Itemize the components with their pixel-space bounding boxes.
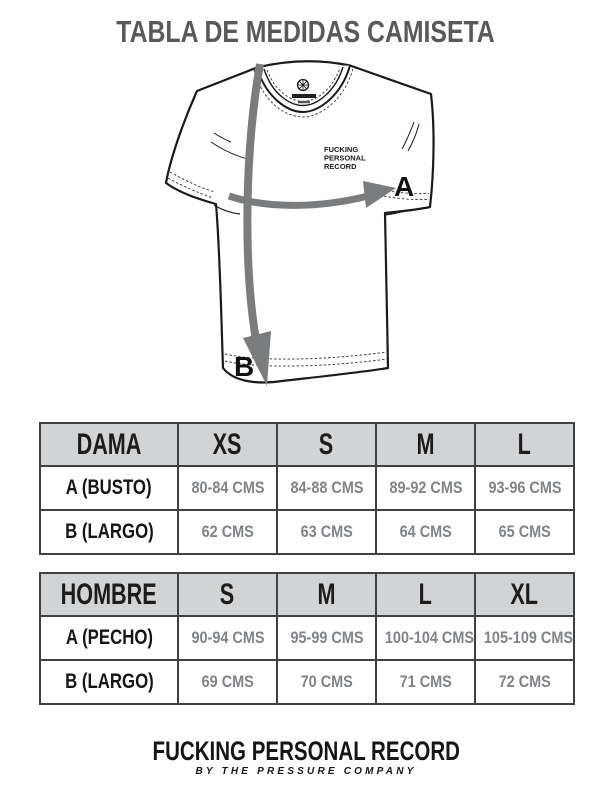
size-label: XS [213,427,242,461]
dama-size-table: DAMA XS S M L A (BUSTO) 80-84 CMS 84-88 … [39,422,575,555]
fold-lines [210,121,420,160]
measure-value: 89-92 CMS [388,478,463,497]
measure-value: 71 CMS [399,672,452,691]
chest-print-line2: PERSONAL [324,154,366,163]
table-row: A (PECHO) 90-94 CMS 95-99 CMS 100-104 CM… [39,615,575,661]
label-b: B [234,351,254,382]
measure-label: B (LARGO) [64,520,154,543]
size-header-cell: XS [177,422,278,467]
underarm-seam-left [213,204,241,215]
size-label: L [418,577,433,611]
measure-value-cell: 80-84 CMS [177,465,278,511]
measure-value-cell: 62 CMS [177,509,278,555]
measure-value: 90-94 CMS [190,628,265,647]
underarm-seam-right [384,210,405,216]
table-header-row: DAMA XS S M L [39,422,575,467]
footer-brand: FUCKING PERSONAL RECORD [0,736,612,767]
size-label: S [220,577,235,611]
measure-value-cell: 71 CMS [375,659,476,705]
footer-brand-text: FUCKING PERSONAL RECORD [152,736,460,766]
measure-value: 93-96 CMS [487,478,562,497]
measure-value: 84-88 CMS [289,478,364,497]
page-title-text: TABLA DE MEDIDAS CAMISETA [116,14,496,49]
group-header-cell: DAMA [39,422,179,467]
table-header-row: HOMBRE S M L XL [39,572,575,617]
measure-label-cell: A (PECHO) [39,615,179,661]
table-row: A (BUSTO) 80-84 CMS 84-88 CMS 89-92 CMS … [39,465,575,511]
measure-value-cell: 64 CMS [375,509,476,555]
neck-label [292,78,316,104]
chest-print: FUCKING PERSONAL RECORD [324,145,366,171]
hem-stitching [224,351,388,367]
measure-value-cell: 84-88 CMS [276,465,377,511]
chest-print-line3: RECORD [324,162,357,171]
measure-label-cell: A (BUSTO) [39,465,179,511]
group-header-cell: HOMBRE [39,572,179,617]
measure-value-cell: 63 CMS [276,509,377,555]
size-label: S [319,427,334,461]
measure-value: 65 CMS [498,522,551,541]
measure-label: A (PECHO) [65,626,153,649]
measure-value-cell: 70 CMS [276,659,377,705]
size-header-cell: M [375,422,476,467]
measure-label-cell: B (LARGO) [39,659,179,705]
measure-value: 80-84 CMS [190,478,265,497]
measure-value-cell: 100-104 CMS [375,615,476,661]
measure-label: B (LARGO) [64,670,154,693]
measure-value: 100-104 CMS [384,628,475,647]
page-title: TABLA DE MEDIDAS CAMISETA [0,14,612,50]
size-header-cell: S [177,572,278,617]
table-row: B (LARGO) 62 CMS 63 CMS 64 CMS 65 CMS [39,509,575,555]
measure-value-cell: 72 CMS [474,659,575,705]
measure-value: 69 CMS [201,672,254,691]
measure-value-cell: 65 CMS [474,509,575,555]
measure-value: 72 CMS [498,672,551,691]
measure-value-cell: 89-92 CMS [375,465,476,511]
group-label: DAMA [76,427,142,461]
sleeve-stitching [167,171,430,201]
measure-value: 64 CMS [399,522,452,541]
measure-value-cell: 69 CMS [177,659,278,705]
measure-value-cell: 95-99 CMS [276,615,377,661]
tshirt-illustration: FUCKING PERSONAL RECORD A B [164,60,435,386]
collar-stitching-outer [253,67,354,118]
measure-value-cell: 90-94 CMS [177,615,278,661]
group-label: HOMBRE [60,577,158,611]
measure-value: 70 CMS [300,672,353,691]
measurement-arrow-a [227,181,396,209]
size-label: M [317,577,336,611]
measure-label: A (BUSTO) [66,476,152,499]
size-header-cell: M [276,572,377,617]
measure-value: 105-109 CMS [483,628,574,647]
size-header-cell: XL [474,572,575,617]
size-header-cell: S [276,422,377,467]
measure-value-cell: 105-109 CMS [474,615,575,661]
measurement-arrow-b [243,63,271,386]
size-header-cell: L [375,572,476,617]
table-row: B (LARGO) 69 CMS 70 CMS 71 CMS 72 CMS [39,659,575,705]
measure-label-cell: B (LARGO) [39,509,179,555]
footer-byline: BY THE PRESSURE COMPANY [195,766,417,777]
size-label: M [416,427,435,461]
tshirt-outline [164,60,435,384]
chest-print-line1: FUCKING [324,145,358,154]
measure-value: 63 CMS [300,522,353,541]
size-label: XL [510,577,539,611]
size-label: L [517,427,532,461]
label-a: A [394,171,414,202]
measure-value: 95-99 CMS [289,628,364,647]
measure-value-cell: 93-96 CMS [474,465,575,511]
measure-value: 62 CMS [201,522,254,541]
hombre-size-table: HOMBRE S M L XL A (PECHO) 90-94 CMS 95-9… [39,572,575,705]
size-header-cell: L [474,422,575,467]
